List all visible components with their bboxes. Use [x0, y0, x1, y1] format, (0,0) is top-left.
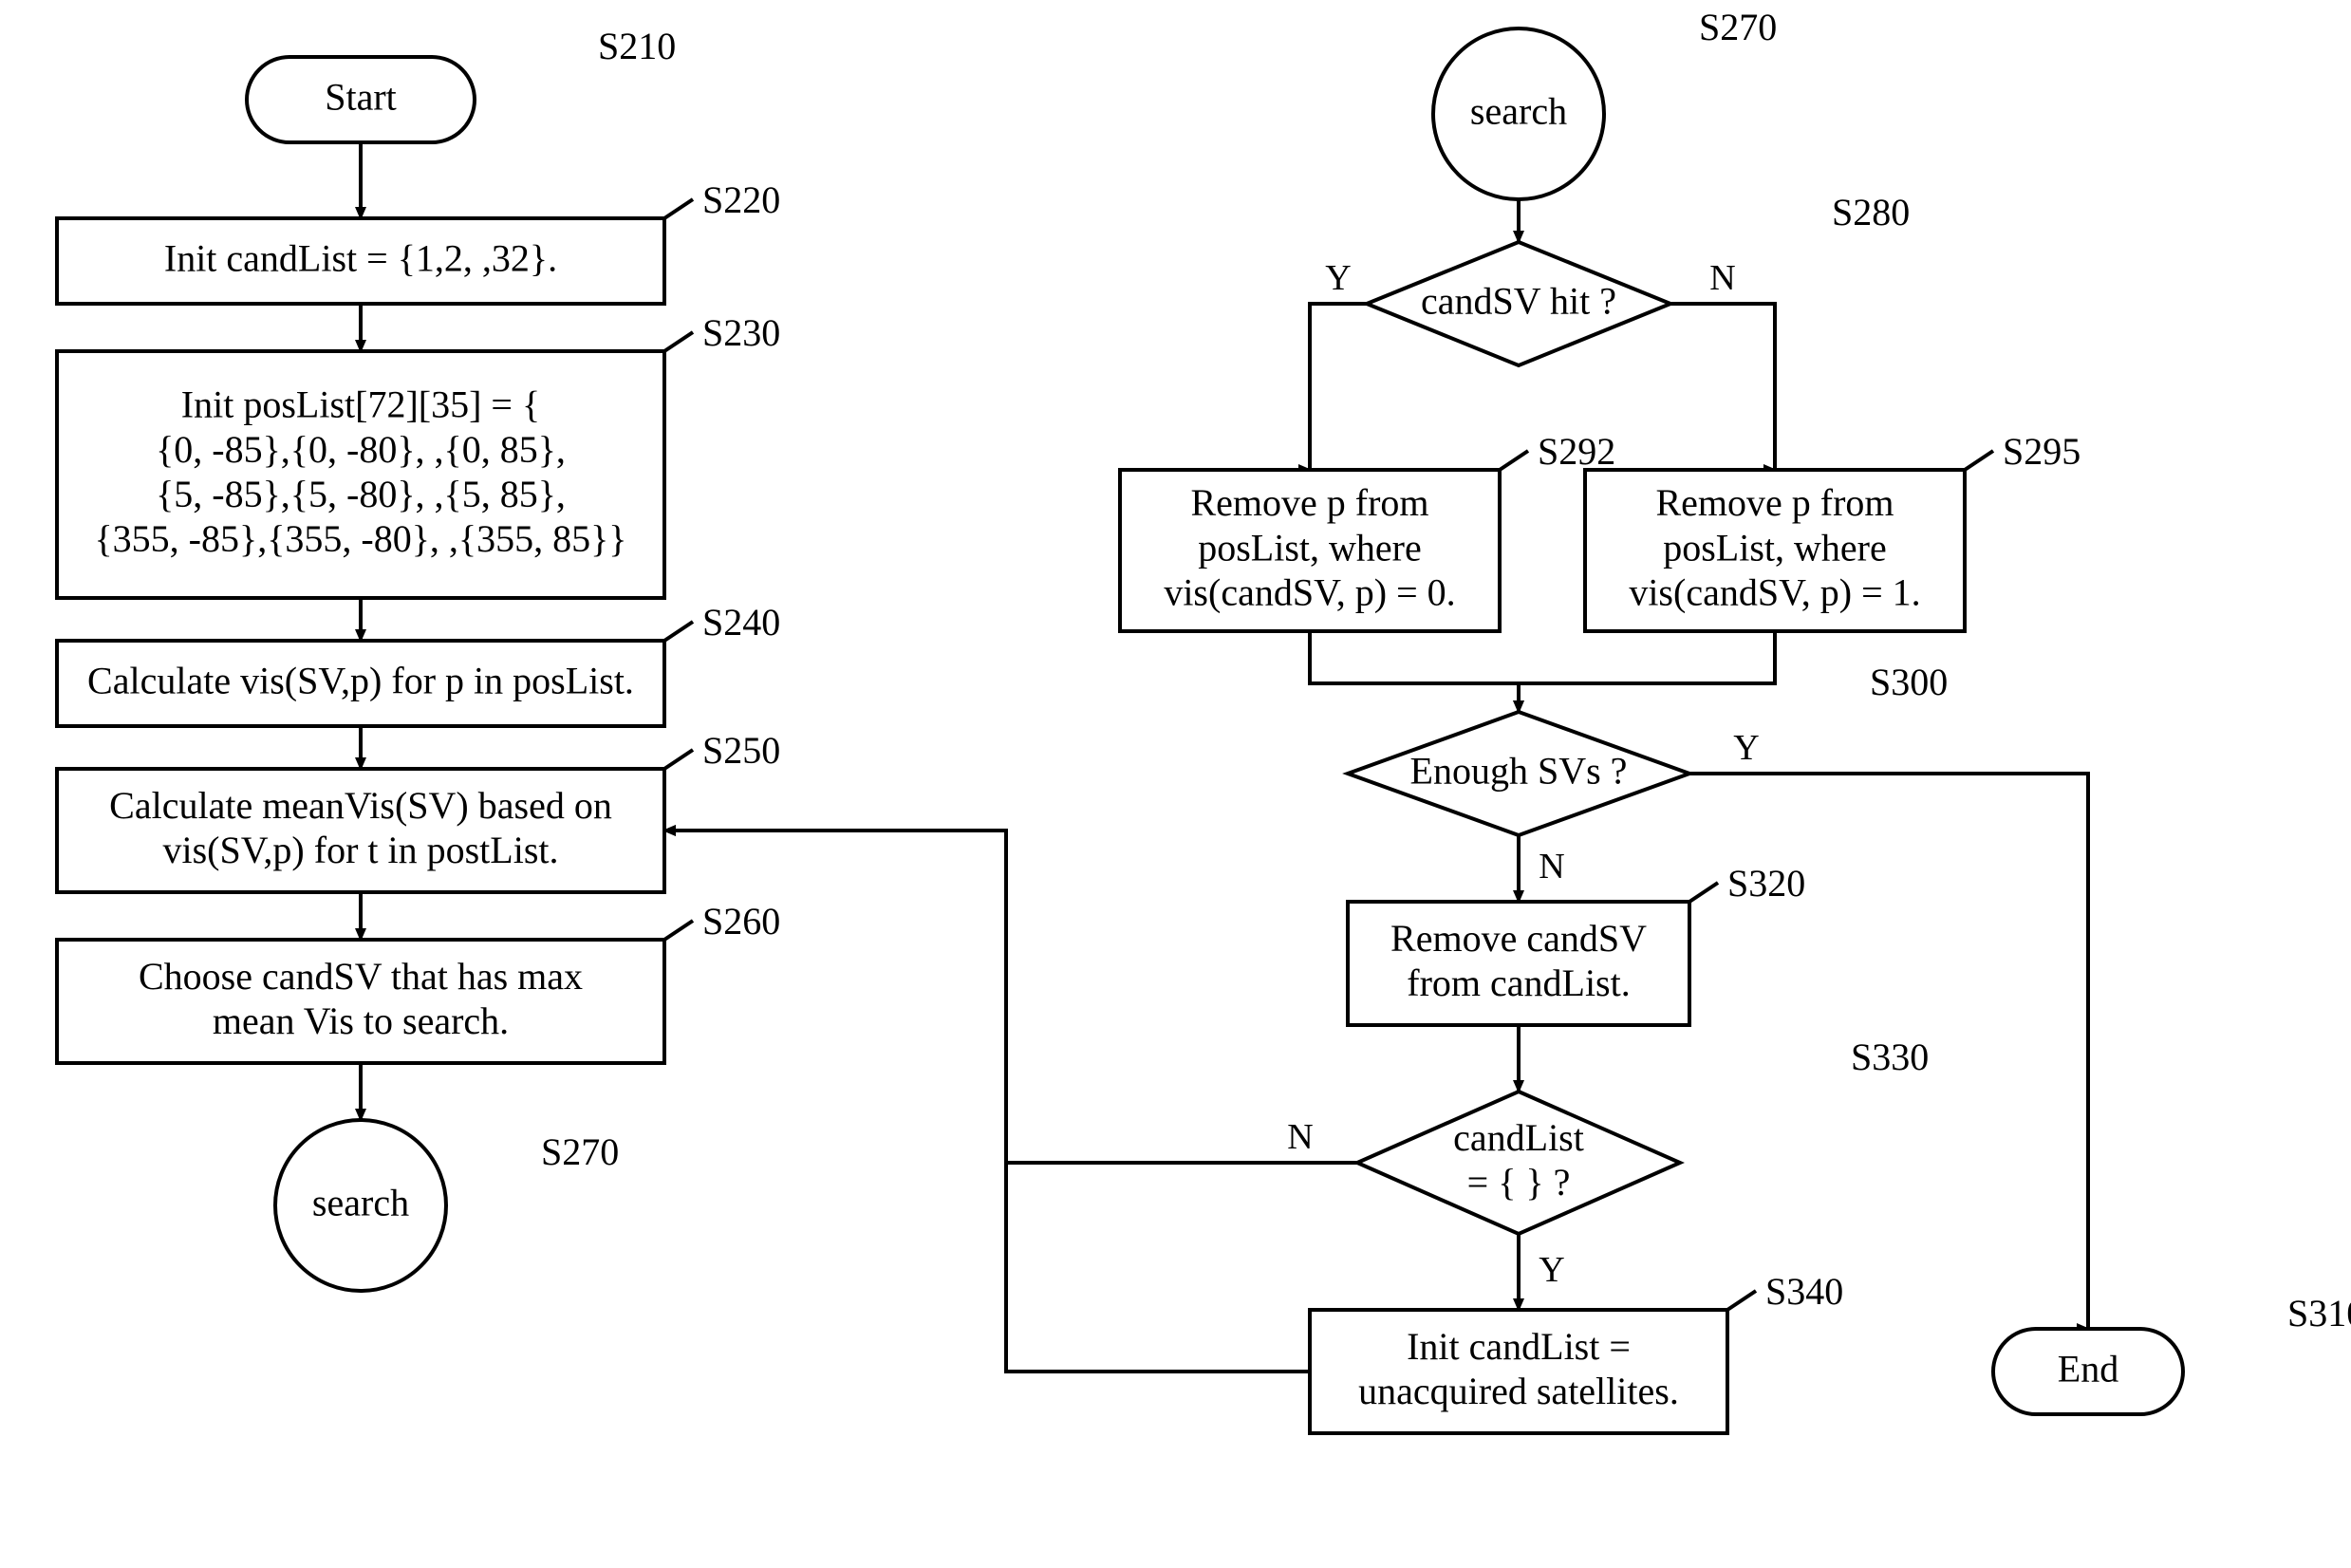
step-label-s340: S340: [1765, 1270, 1843, 1313]
step-label-s230: S230: [702, 311, 780, 354]
branch-label: Y: [1733, 728, 1759, 768]
step-label-s210: S210: [598, 25, 676, 67]
node-s295: Remove p fromposList, wherevis(candSV, p…: [1585, 470, 1965, 631]
node-s270b: search: [1433, 28, 1604, 199]
node-s330: candList= { } ?: [1357, 1092, 1680, 1234]
node-s260: Choose candSV that has maxmean Vis to se…: [57, 940, 664, 1063]
step-label-s260: S260: [702, 900, 780, 943]
node-s270a: search: [275, 1120, 446, 1291]
node-s230: Init posList[72][35] = {{0, -85},{0, -80…: [57, 351, 664, 598]
node-s250: Calculate meanVis(SV) based onvis(SV,p) …: [57, 769, 664, 892]
svg-text:End: End: [2058, 1347, 2118, 1390]
node-s292: Remove p fromposList, wherevis(candSV, p…: [1120, 470, 1500, 631]
svg-text:Enough SVs ?: Enough SVs ?: [1410, 749, 1628, 792]
step-label-s330: S330: [1851, 1036, 1929, 1078]
step-label-s270a: S270: [541, 1130, 619, 1173]
svg-text:search: search: [312, 1181, 409, 1223]
svg-text:candSV hit ?: candSV hit ?: [1421, 279, 1616, 322]
svg-text:Calculate vis(SV,p) for p in p: Calculate vis(SV,p) for p in posList.: [87, 659, 634, 701]
node-s240: Calculate vis(SV,p) for p in posList.: [57, 641, 664, 726]
step-label-s320: S320: [1727, 862, 1805, 905]
node-s210: Start: [247, 57, 475, 142]
node-s340: Init candList =unacquired satellites.: [1310, 1310, 1727, 1433]
branch-label: N: [1539, 847, 1564, 887]
step-label-s220: S220: [702, 178, 780, 221]
svg-text:Remove p fromposList, wherevis: Remove p fromposList, wherevis(candSV, p…: [1164, 481, 1455, 613]
step-label-s292: S292: [1538, 430, 1615, 473]
node-s220: Init candList = {1,2, ,32}.: [57, 218, 664, 304]
svg-text:search: search: [1470, 89, 1567, 132]
nodes-layer: Start Init candList = {1,2, ,32}. Init pos…: [57, 28, 2183, 1433]
flowchart-canvas: Start Init candList = {1,2, ,32}. Init pos…: [0, 0, 2351, 1568]
svg-text:Start: Start: [325, 75, 397, 118]
edges-layer: [361, 142, 2088, 1372]
svg-text:Init candList = {1,2, ,32}.: Init candList = {1,2, ,32}.: [164, 236, 557, 279]
branch-label: N: [1287, 1117, 1313, 1157]
branch-label: N: [1709, 258, 1735, 298]
node-s280: candSV hit ?: [1367, 242, 1670, 365]
step-label-s240: S240: [702, 601, 780, 644]
step-label-s250: S250: [702, 729, 780, 772]
branch-label: Y: [1325, 258, 1351, 298]
step-label-s310: S310: [2287, 1292, 2351, 1335]
node-s300: Enough SVs ?: [1348, 712, 1689, 835]
node-s320: Remove candSVfrom candList.: [1348, 902, 1689, 1025]
node-s310: End: [1993, 1329, 2183, 1414]
svg-text:Remove p fromposList, wherevis: Remove p fromposList, wherevis(candSV, p…: [1629, 481, 1920, 613]
branch-label: Y: [1539, 1250, 1564, 1290]
step-label-s295: S295: [2003, 430, 2080, 473]
step-label-s270b: S270: [1699, 6, 1777, 48]
step-label-s300: S300: [1870, 661, 1948, 703]
step-label-s280: S280: [1832, 191, 1910, 233]
